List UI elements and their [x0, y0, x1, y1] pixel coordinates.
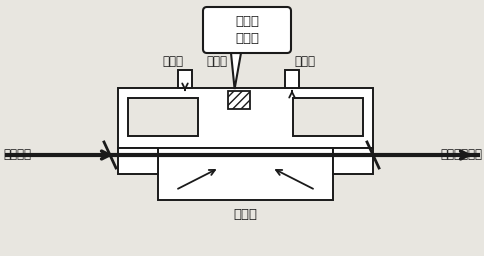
Bar	[128, 98, 197, 136]
FancyBboxPatch shape	[203, 7, 290, 53]
Bar	[178, 70, 192, 88]
Bar	[285, 70, 298, 88]
Text: 激励光源: 激励光源	[3, 148, 31, 162]
Text: 缓冲室: 缓冲室	[233, 208, 257, 221]
Text: 出气孔: 出气孔	[293, 55, 314, 68]
Text: 进气孔: 进气孔	[162, 55, 182, 68]
Text: 布儒斯特窗口: 布儒斯特窗口	[439, 148, 481, 162]
Text: 传声器: 传声器	[206, 55, 227, 68]
Bar	[118, 88, 372, 148]
Bar	[158, 148, 333, 200]
Polygon shape	[230, 53, 241, 89]
Bar	[118, 148, 158, 174]
Bar	[227, 91, 249, 109]
Bar	[333, 148, 372, 174]
Text: 软边界
共振腔: 软边界 共振腔	[235, 15, 258, 45]
Bar	[292, 98, 362, 136]
